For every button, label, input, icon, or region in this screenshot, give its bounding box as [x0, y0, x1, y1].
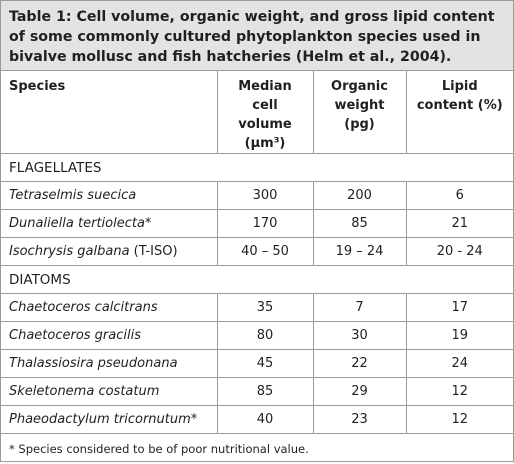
value-cell: 17	[405, 293, 513, 322]
section-row: DIATOMS	[1, 265, 513, 294]
value-cell: 30	[312, 321, 406, 350]
species-cell: Dunaliella tertiolecta*	[1, 209, 217, 238]
value-cell: 12	[405, 405, 513, 434]
species-name: Skeletonema costatum	[9, 384, 160, 399]
species-cell: Chaetoceros gracilis	[1, 321, 217, 350]
value-cell: 12	[405, 377, 513, 406]
footnote-row: * Species considered to be of poor nutri…	[1, 433, 513, 464]
data-row: Tetraselmis suecica 300 200 6	[1, 181, 513, 210]
footnote: * Species considered to be of poor nutri…	[1, 433, 513, 464]
data-table: Species Median cell volume (µm³) Organic w…	[1, 71, 513, 464]
section-row: FLAGELLATES	[1, 153, 513, 182]
value-cell: 85	[312, 209, 406, 238]
header-cell: Species	[9, 79, 66, 94]
value-cell: 85	[216, 377, 313, 406]
species-cell: Phaeodactylum tricornutum*	[1, 405, 217, 434]
value-cell: 40 – 50	[216, 237, 313, 266]
data-row: Isochrysis galbana (T-ISO) 40 – 50 19 – 24…	[1, 237, 513, 266]
data-row: Phaeodactylum tricornutum* 40 23 12	[1, 405, 513, 434]
value-cell: 19 – 24	[312, 237, 406, 266]
section-label: DIATOMS	[1, 265, 513, 294]
value-cell: 29	[312, 377, 406, 406]
data-row: Chaetoceros calcitrans 35 7 17	[1, 293, 513, 322]
value-cell: 6	[405, 181, 513, 210]
species-name: Thalassiosira pseudonana	[9, 356, 178, 371]
value-cell: 19	[405, 321, 513, 350]
species-cell: Chaetoceros calcitrans	[1, 293, 217, 322]
species-name: Tetraselmis suecica	[9, 188, 137, 203]
species-cell: Tetraselmis suecica	[1, 181, 217, 210]
data-row: Skeletonema costatum 85 29 12	[1, 377, 513, 406]
value-cell: 300	[216, 181, 313, 210]
species-name: Isochrysis galbana	[9, 244, 130, 259]
species-name: Dunaliella tertiolecta*	[9, 216, 152, 231]
header-cell: Lipid content (%)	[405, 71, 513, 154]
section-label: FLAGELLATES	[1, 153, 513, 182]
value-cell: 7	[312, 293, 406, 322]
header-row: Species Median cell volume (µm³) Organic w…	[1, 71, 513, 154]
value-cell: 22	[312, 349, 406, 378]
header-cell: Median cell volume (µm³)	[216, 71, 313, 154]
value-cell: 35	[216, 293, 313, 322]
value-cell: 170	[216, 209, 313, 238]
species-name: Phaeodactylum tricornutum*	[9, 412, 198, 427]
value-cell: 20 - 24	[405, 237, 513, 266]
value-cell: 40	[216, 405, 313, 434]
value-cell: 200	[312, 181, 406, 210]
species-name: Chaetoceros calcitrans	[9, 300, 158, 315]
species-cell: Isochrysis galbana (T-ISO)	[1, 237, 217, 266]
value-cell: 45	[216, 349, 313, 378]
species-name: Chaetoceros gracilis	[9, 328, 141, 343]
value-cell: 80	[216, 321, 313, 350]
data-row: Dunaliella tertiolecta* 170 85 21	[1, 209, 513, 238]
value-cell: 24	[405, 349, 513, 378]
table-title: Table 1: Cell volume, organic weight, an…	[1, 1, 513, 71]
value-cell: 23	[312, 405, 406, 434]
value-cell: 21	[405, 209, 513, 238]
header-cell: Organic weight (pg)	[312, 71, 406, 154]
species-cell: Thalassiosira pseudonana	[1, 349, 217, 378]
data-row: Chaetoceros gracilis 80 30 19	[1, 321, 513, 350]
species-cell: Skeletonema costatum	[1, 377, 217, 406]
data-row: Thalassiosira pseudonana 45 22 24	[1, 349, 513, 378]
species-note: (T-ISO)	[133, 244, 178, 259]
